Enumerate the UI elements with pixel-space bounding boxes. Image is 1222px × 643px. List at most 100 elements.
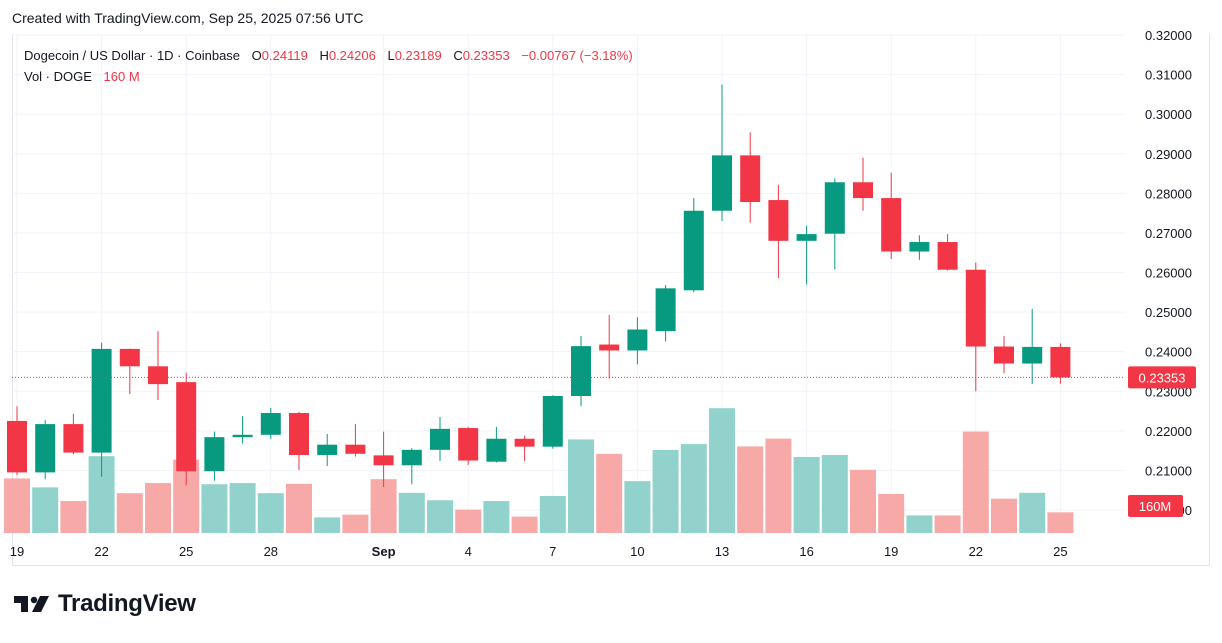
change-value: −0.00767 (−3.18%) — [521, 48, 633, 63]
chart-created-caption: Created with TradingView.com, Sep 25, 20… — [12, 10, 364, 26]
volume-bar — [934, 515, 961, 533]
last-price-text: 0.23353 — [1139, 370, 1186, 385]
candle-body — [796, 234, 817, 241]
symbol-title[interactable]: Dogecoin / US Dollar · 1D · Coinbase — [24, 48, 241, 63]
candle-body — [627, 329, 648, 351]
candle-body — [542, 396, 563, 447]
candle-body — [486, 438, 507, 462]
candle-body — [458, 428, 479, 461]
candle-body — [148, 366, 168, 385]
candles — [7, 84, 1071, 488]
candle-body — [1050, 346, 1071, 378]
volume-bar — [765, 438, 792, 533]
volume-bar — [314, 517, 341, 533]
candle-body — [683, 210, 704, 291]
price-tick-label: 0.29000 — [1145, 147, 1192, 162]
candle-body — [401, 449, 422, 466]
volume-bar — [4, 478, 30, 533]
candle-body — [373, 455, 394, 466]
chart-legend: Dogecoin / US Dollar · 1D · Coinbase O0.… — [24, 45, 633, 87]
price-tick-label: 0.22000 — [1145, 424, 1192, 439]
chart-frame — [12, 34, 1210, 566]
volume-legend-row: Vol · DOGE 160 M — [24, 66, 633, 87]
volume-bar — [596, 453, 623, 533]
volume-bar — [709, 408, 735, 533]
volume-bar — [1019, 492, 1046, 533]
volume-bar — [455, 509, 482, 533]
candle-body — [514, 438, 535, 447]
volume-bar — [568, 439, 594, 533]
candle-body — [909, 242, 930, 252]
candle-body — [63, 424, 84, 453]
price-tick-label: 0.28000 — [1145, 186, 1192, 201]
time-tick-label: 28 — [264, 544, 278, 559]
candle-body — [740, 155, 761, 203]
high-value: 0.24206 — [328, 48, 376, 63]
time-tick-label: 4 — [465, 544, 472, 559]
candle-body — [232, 434, 253, 438]
candle-body — [853, 182, 873, 199]
price-tick-label: 0.21000 — [1145, 463, 1192, 478]
time-axis: 19 22 25 28 Sep 4 7 10 13 16 19 22 25 — [10, 544, 1068, 559]
time-tick-label: 19 — [10, 544, 24, 559]
candle-body — [965, 269, 986, 347]
axis-price-labels: 0.23353 160M — [1128, 366, 1196, 517]
volume-bar — [850, 469, 876, 533]
volume-bar — [821, 455, 848, 533]
candle-body — [599, 344, 620, 351]
volume-value: 160 M — [103, 69, 140, 84]
high-label: H — [319, 48, 329, 63]
price-tick-label: 0.31000 — [1145, 68, 1192, 83]
volume-bar — [229, 483, 256, 533]
candle-body — [994, 346, 1014, 364]
time-tick-label: 19 — [884, 544, 898, 559]
volume-bar — [906, 515, 933, 533]
candle-body — [655, 288, 676, 332]
candle-body — [119, 348, 140, 367]
volume-bar — [624, 481, 651, 533]
candle-body — [91, 348, 112, 453]
tradingview-logo[interactable]: TradingView — [14, 590, 196, 618]
candle-body — [260, 413, 281, 435]
price-tick-label: 0.25000 — [1145, 305, 1192, 320]
time-tick-label: 10 — [630, 544, 644, 559]
price-tick-label: 0.30000 — [1145, 107, 1192, 122]
price-axis: 0.32000 0.31000 0.30000 0.29000 0.28000 0.270… — [1145, 28, 1192, 518]
price-tick-label: 0.27000 — [1145, 226, 1192, 241]
candlestick-chart[interactable]: 0.32000 0.31000 0.30000 0.29000 0.28000 0.270… — [0, 0, 1222, 580]
tradingview-logo-icon — [14, 596, 49, 612]
volume-title[interactable]: Vol · DOGE — [24, 69, 92, 84]
volume-bar — [201, 484, 228, 533]
volume-bar — [370, 479, 397, 533]
time-tick-label: 25 — [179, 544, 193, 559]
candle-body — [768, 200, 789, 241]
volume-bar — [652, 449, 679, 533]
volume-bar — [145, 483, 171, 533]
time-tick-label: Sep — [372, 544, 396, 559]
close-label: C — [453, 48, 463, 63]
volume-bar — [483, 501, 510, 533]
volume-bar — [342, 514, 369, 533]
candle-body — [204, 437, 225, 472]
volume-bar — [427, 500, 453, 533]
price-tick-label: 0.24000 — [1145, 345, 1192, 360]
candle-body — [35, 424, 56, 473]
low-value: 0.23189 — [394, 48, 442, 63]
volume-bar — [737, 446, 764, 533]
candle-body — [571, 346, 591, 396]
volume-bar — [539, 495, 566, 533]
candle-body — [824, 182, 845, 234]
volume-badge-text: 160M — [1139, 499, 1172, 514]
open-label: O — [251, 48, 262, 63]
candle-body — [345, 444, 366, 454]
candle-body — [712, 155, 732, 211]
volume-bar — [962, 431, 989, 533]
volume-bar — [398, 492, 425, 533]
volume-bar — [680, 444, 707, 533]
open-value: 0.24119 — [261, 48, 308, 63]
candle-body — [289, 413, 309, 455]
candle-body — [1022, 346, 1043, 364]
volume-bar — [511, 516, 538, 533]
candle-body — [937, 242, 958, 270]
time-tick-label: 16 — [799, 544, 813, 559]
